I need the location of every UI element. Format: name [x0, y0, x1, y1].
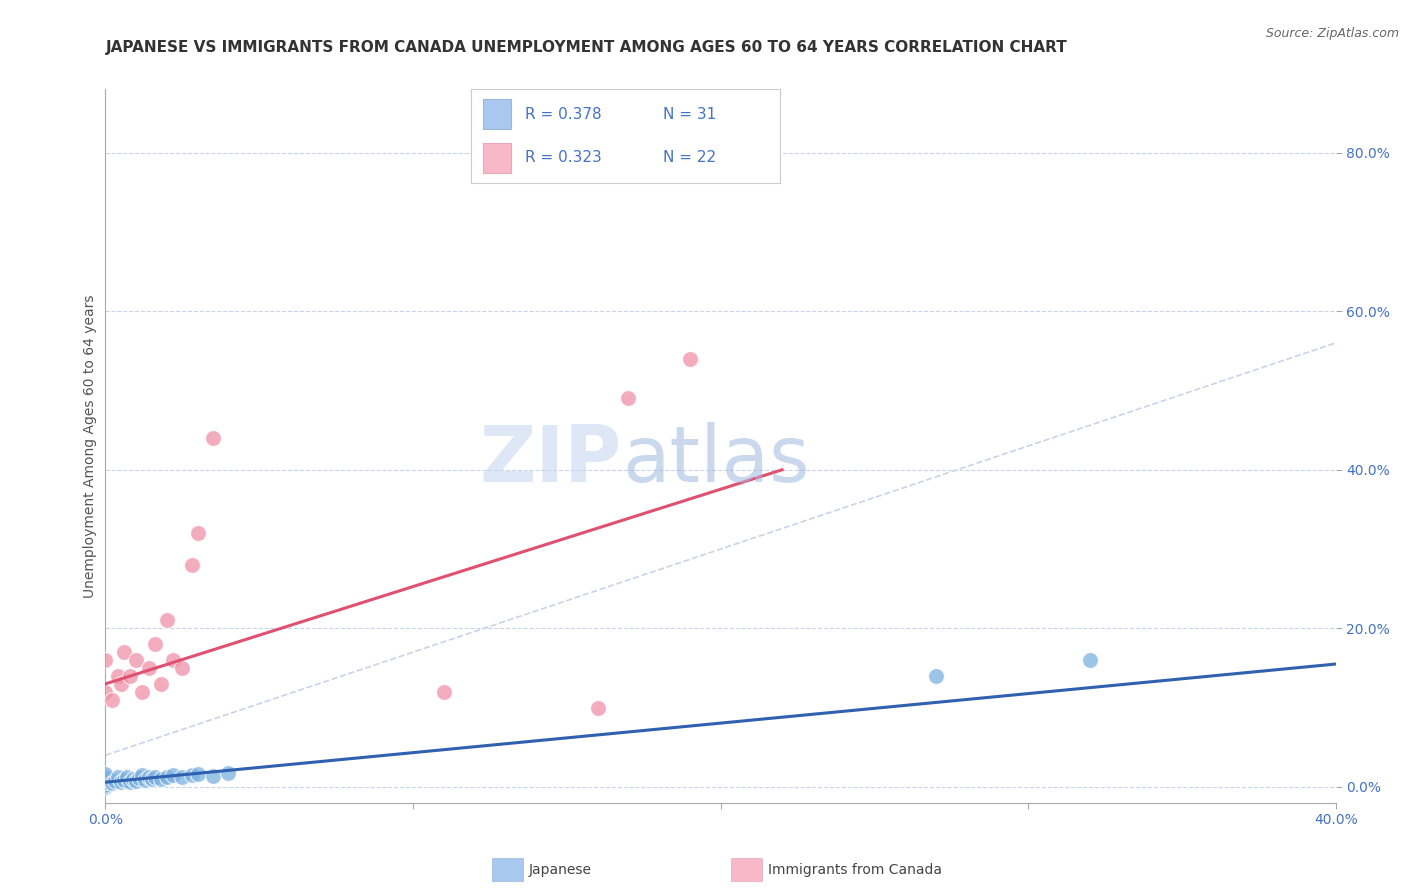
- Text: R = 0.378: R = 0.378: [526, 107, 602, 122]
- Text: N = 22: N = 22: [662, 150, 716, 165]
- Point: [94, 767, 117, 781]
- Point: [180, 768, 202, 782]
- Point: [125, 773, 148, 788]
- Text: Japanese: Japanese: [529, 863, 592, 877]
- Point: [122, 772, 145, 786]
- Point: [202, 431, 225, 445]
- Text: R = 0.323: R = 0.323: [526, 150, 602, 165]
- Point: [172, 770, 194, 784]
- Text: atlas: atlas: [621, 422, 810, 499]
- Point: [131, 685, 153, 699]
- Y-axis label: Unemployment Among Ages 60 to 64 years: Unemployment Among Ages 60 to 64 years: [83, 294, 97, 598]
- Point: [617, 392, 640, 406]
- Point: [100, 692, 122, 706]
- Point: [128, 771, 150, 785]
- Point: [149, 772, 172, 786]
- Point: [100, 776, 122, 790]
- Point: [94, 775, 117, 789]
- Point: [104, 773, 127, 788]
- Point: [110, 677, 132, 691]
- Point: [115, 771, 138, 785]
- Point: [187, 526, 209, 541]
- Point: [1078, 653, 1101, 667]
- Point: [138, 661, 160, 675]
- Point: [107, 669, 129, 683]
- Point: [162, 653, 184, 667]
- Point: [218, 766, 240, 780]
- Point: [202, 769, 225, 783]
- Point: [131, 768, 153, 782]
- FancyBboxPatch shape: [484, 98, 512, 129]
- Text: N = 31: N = 31: [662, 107, 716, 122]
- Point: [156, 771, 179, 785]
- Text: Immigrants from Canada: Immigrants from Canada: [768, 863, 942, 877]
- Point: [120, 775, 141, 789]
- Point: [94, 780, 117, 794]
- Point: [433, 685, 456, 699]
- Point: [172, 661, 194, 675]
- Point: [162, 768, 184, 782]
- Point: [125, 653, 148, 667]
- Point: [120, 669, 141, 683]
- Text: ZIP: ZIP: [479, 422, 621, 499]
- Point: [112, 772, 135, 787]
- Point: [134, 772, 156, 787]
- Point: [138, 771, 160, 785]
- Point: [925, 669, 948, 683]
- Point: [94, 770, 117, 784]
- Point: [149, 677, 172, 691]
- Point: [187, 767, 209, 781]
- Point: [94, 772, 117, 786]
- Point: [110, 775, 132, 789]
- Point: [112, 645, 135, 659]
- Point: [94, 778, 117, 792]
- Text: JAPANESE VS IMMIGRANTS FROM CANADA UNEMPLOYMENT AMONG AGES 60 TO 64 YEARS CORREL: JAPANESE VS IMMIGRANTS FROM CANADA UNEMP…: [105, 40, 1067, 55]
- Point: [141, 772, 163, 786]
- Point: [143, 770, 166, 784]
- Text: Source: ZipAtlas.com: Source: ZipAtlas.com: [1265, 27, 1399, 40]
- Point: [94, 653, 117, 667]
- Point: [586, 700, 609, 714]
- Point: [679, 351, 702, 366]
- Point: [143, 637, 166, 651]
- Point: [180, 558, 202, 572]
- FancyBboxPatch shape: [484, 143, 512, 173]
- Point: [107, 771, 129, 785]
- Point: [94, 685, 117, 699]
- Point: [156, 614, 179, 628]
